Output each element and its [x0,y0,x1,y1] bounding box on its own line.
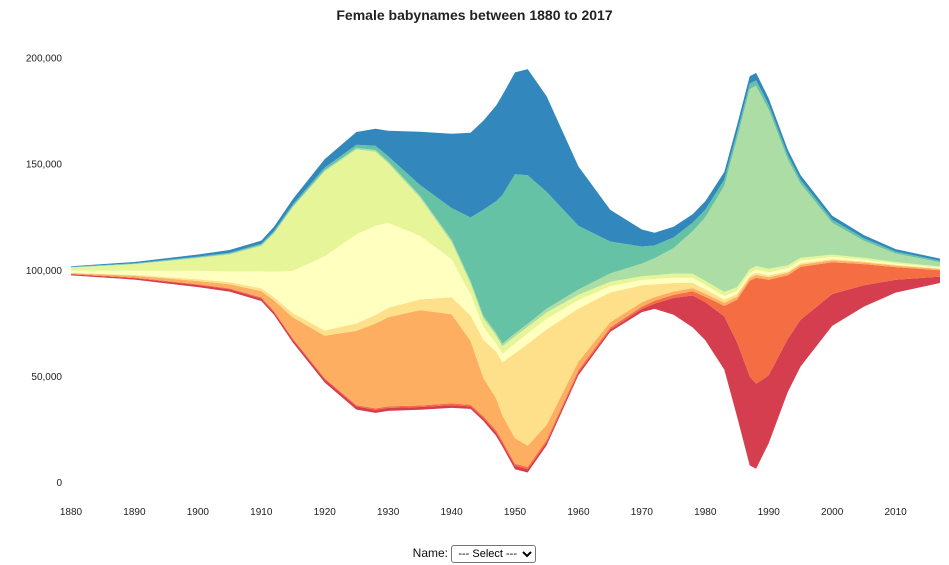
chart-title: Female babynames between 1880 to 2017 [336,7,613,23]
stream-layer-7[interactable] [71,85,940,347]
x-tick-label: 1920 [314,507,337,518]
x-tick-label: 1970 [631,507,654,518]
y-tick-label: 100,000 [26,266,63,277]
name-label: Name: [412,546,448,560]
x-tick-label: 1960 [567,507,590,518]
x-tick-label: 2000 [821,507,844,518]
x-tick-label: 1910 [250,507,273,518]
stream-layer-8[interactable] [71,80,940,344]
x-tick-label: 2010 [884,507,907,518]
y-tick-label: 50,000 [31,372,62,383]
stream-layer-2[interactable] [71,262,940,470]
name-select[interactable]: --- Select --- [451,545,537,563]
x-tick-label: 1990 [758,507,781,518]
stream-layer-6[interactable] [71,149,940,354]
stream-layer-1[interactable] [71,274,940,473]
y-tick-label: 200,000 [26,54,63,65]
y-tick-label: 150,000 [26,160,63,171]
stream-chart: 0 50,000 100,000 150,000 200,000 1880 1890 190… [26,54,940,518]
x-tick-label: 1880 [60,507,83,518]
stream-layer-3[interactable] [71,260,940,467]
x-tick-label: 1940 [440,507,463,518]
x-tick-label: 1950 [504,507,527,518]
x-tick-label: 1980 [694,507,717,518]
x-axis: 1880 1890 1900 1910 1920 1930 1940 1950 1960 1970… [60,507,907,518]
name-filter: Name: --- Select --- [0,545,949,563]
y-tick-label: 0 [56,478,62,489]
stream-layer-4[interactable] [71,259,940,446]
y-axis: 0 50,000 100,000 150,000 200,000 [26,54,63,489]
x-tick-label: 1890 [123,507,146,518]
x-tick-label: 1930 [377,507,400,518]
stream-layer-9[interactable] [71,69,940,267]
stream-layers [71,69,940,473]
x-tick-label: 1900 [187,507,210,518]
